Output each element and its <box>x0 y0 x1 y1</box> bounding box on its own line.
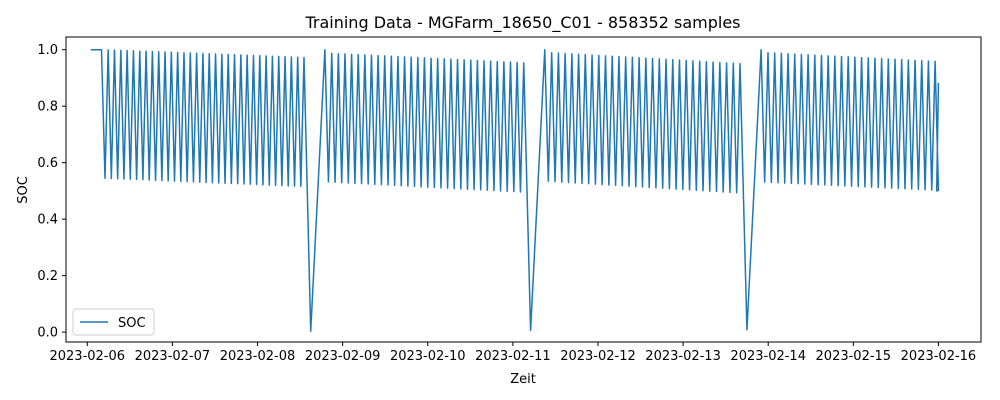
x-axis-label: Zeit <box>510 372 536 387</box>
x-tick-label: 2023-02-13 <box>645 349 721 364</box>
y-tick-label: 0.6 <box>37 156 58 171</box>
x-tick-label: 2023-02-16 <box>901 349 977 364</box>
x-tick-label: 2023-02-07 <box>135 349 211 364</box>
y-axis-ticks: 0.0 0.2 0.4 0.6 0.8 1.0 <box>37 43 66 341</box>
y-tick-label: 0.8 <box>37 100 58 115</box>
chart-title: Training Data - MGFarm_18650_C01 - 85835… <box>304 13 740 33</box>
x-tick-label: 2023-02-09 <box>305 349 381 364</box>
chart-legend: SOC <box>72 308 155 336</box>
x-tick-label: 2023-02-08 <box>220 349 296 364</box>
x-tick-label: 2023-02-12 <box>560 349 636 364</box>
legend-label-soc: SOC <box>118 316 146 331</box>
y-tick-label: 1.0 <box>37 43 58 58</box>
x-axis-ticks: 2023-02-06 2023-02-07 2023-02-08 2023-02-09… <box>49 342 976 364</box>
legend-box <box>72 308 155 336</box>
y-tick-label: 0.4 <box>37 213 58 228</box>
y-tick-label: 0.2 <box>37 269 58 284</box>
x-tick-label: 2023-02-06 <box>49 349 125 364</box>
x-tick-label: 2023-02-14 <box>730 349 806 364</box>
y-tick-label: 0.0 <box>37 326 58 341</box>
series-line-soc <box>90 48 940 333</box>
plot-frame <box>65 36 982 343</box>
plot-area <box>90 48 940 333</box>
y-axis-label: SOC <box>16 176 31 204</box>
x-tick-label: 2023-02-10 <box>390 349 466 364</box>
x-tick-label: 2023-02-11 <box>475 349 551 364</box>
x-tick-label: 2023-02-15 <box>816 349 892 364</box>
